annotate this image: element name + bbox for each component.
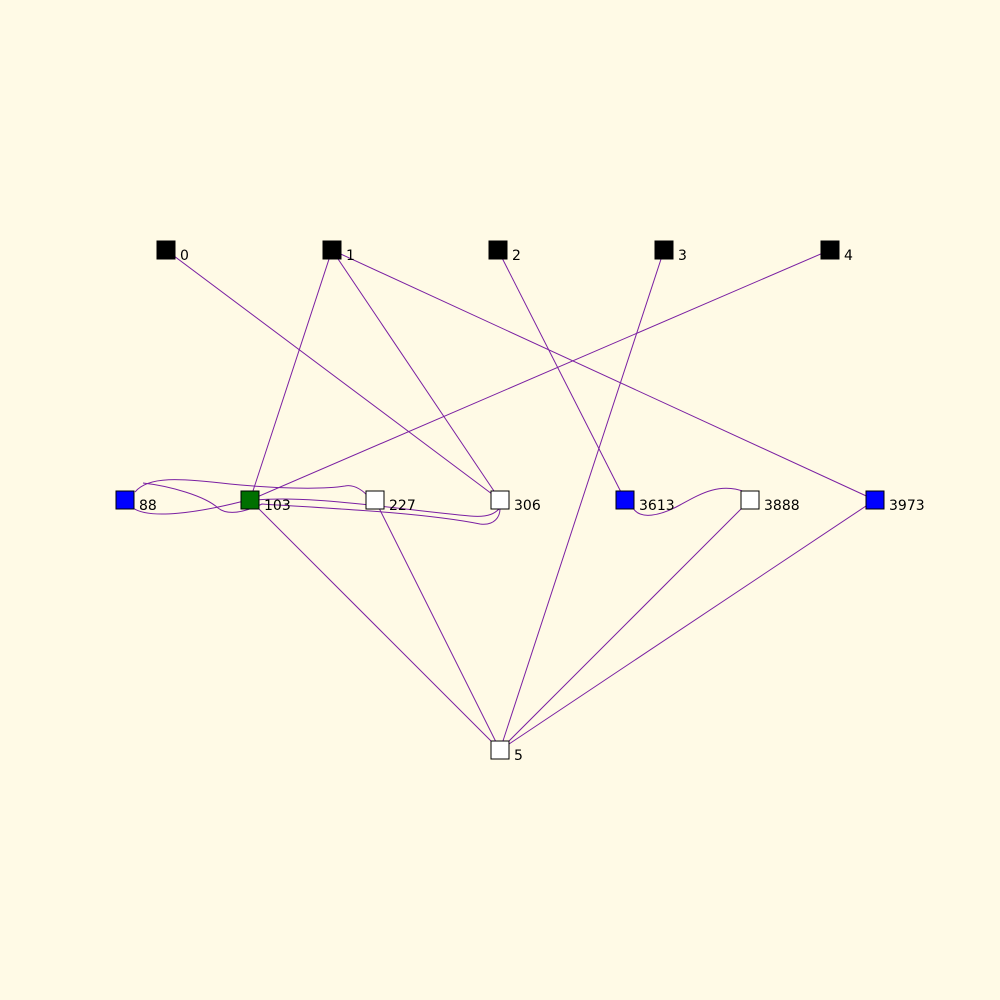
edge-3613-3888: [632, 487, 746, 516]
edge-1-306: [331, 249, 501, 501]
node-box-2[interactable]: [488, 240, 508, 260]
node-label-0: 0: [180, 248, 189, 264]
node-box-88[interactable]: [115, 490, 135, 510]
node-label-4: 4: [844, 248, 853, 264]
node-label-3613: 3613: [639, 498, 675, 514]
node-box-5[interactable]: [490, 740, 510, 760]
node-box-306[interactable]: [490, 490, 510, 510]
node-4[interactable]: 4: [820, 240, 853, 264]
node-label-306: 306: [514, 498, 541, 514]
node-label-88: 88: [139, 498, 157, 514]
edge-1-3973: [331, 249, 876, 501]
node-label-227: 227: [389, 498, 416, 514]
node-3888[interactable]: 3888: [740, 490, 800, 514]
node-box-3613[interactable]: [615, 490, 635, 510]
node-5[interactable]: 5: [490, 740, 523, 764]
node-306[interactable]: 306: [490, 490, 541, 514]
node-box-4[interactable]: [820, 240, 840, 260]
edge-103-306: [142, 482, 501, 525]
node-label-3888: 3888: [764, 498, 800, 514]
node-3973[interactable]: 3973: [865, 490, 925, 514]
edge-1-103: [249, 249, 333, 501]
edge-88-227: [134, 479, 369, 498]
node-label-3973: 3973: [889, 498, 925, 514]
node-1[interactable]: 1: [322, 240, 355, 264]
node-3613[interactable]: 3613: [615, 490, 675, 514]
node-label-1: 1: [346, 248, 355, 264]
node-label-3: 3: [678, 248, 687, 264]
node-box-103[interactable]: [240, 490, 260, 510]
edge-103-5: [249, 499, 501, 751]
node-label-2: 2: [512, 248, 521, 264]
node-0[interactable]: 0: [156, 240, 189, 264]
node-box-1[interactable]: [322, 240, 342, 260]
node-box-0[interactable]: [156, 240, 176, 260]
nodes-layer: 0 1 2 3 4 88 103 227 306 3613 3888 3973 5: [115, 240, 925, 764]
node-3[interactable]: 3: [654, 240, 687, 264]
node-box-3973[interactable]: [865, 490, 885, 510]
node-box-3888[interactable]: [740, 490, 760, 510]
node-2[interactable]: 2: [488, 240, 521, 264]
node-103[interactable]: 103: [240, 490, 291, 514]
edge-0-306: [165, 249, 501, 501]
node-label-103: 103: [264, 498, 291, 514]
edge-2-3613: [497, 249, 626, 501]
node-box-3[interactable]: [654, 240, 674, 260]
edge-227-5: [374, 499, 501, 751]
edge-3888-5: [499, 499, 751, 751]
node-227[interactable]: 227: [365, 490, 416, 514]
node-label-5: 5: [514, 748, 523, 764]
edge-88-306: [132, 498, 500, 517]
edge-4-103: [249, 249, 831, 501]
node-box-227[interactable]: [365, 490, 385, 510]
edges-layer: [132, 249, 876, 751]
edge-3973-5: [499, 499, 876, 751]
node-88[interactable]: 88: [115, 490, 157, 514]
